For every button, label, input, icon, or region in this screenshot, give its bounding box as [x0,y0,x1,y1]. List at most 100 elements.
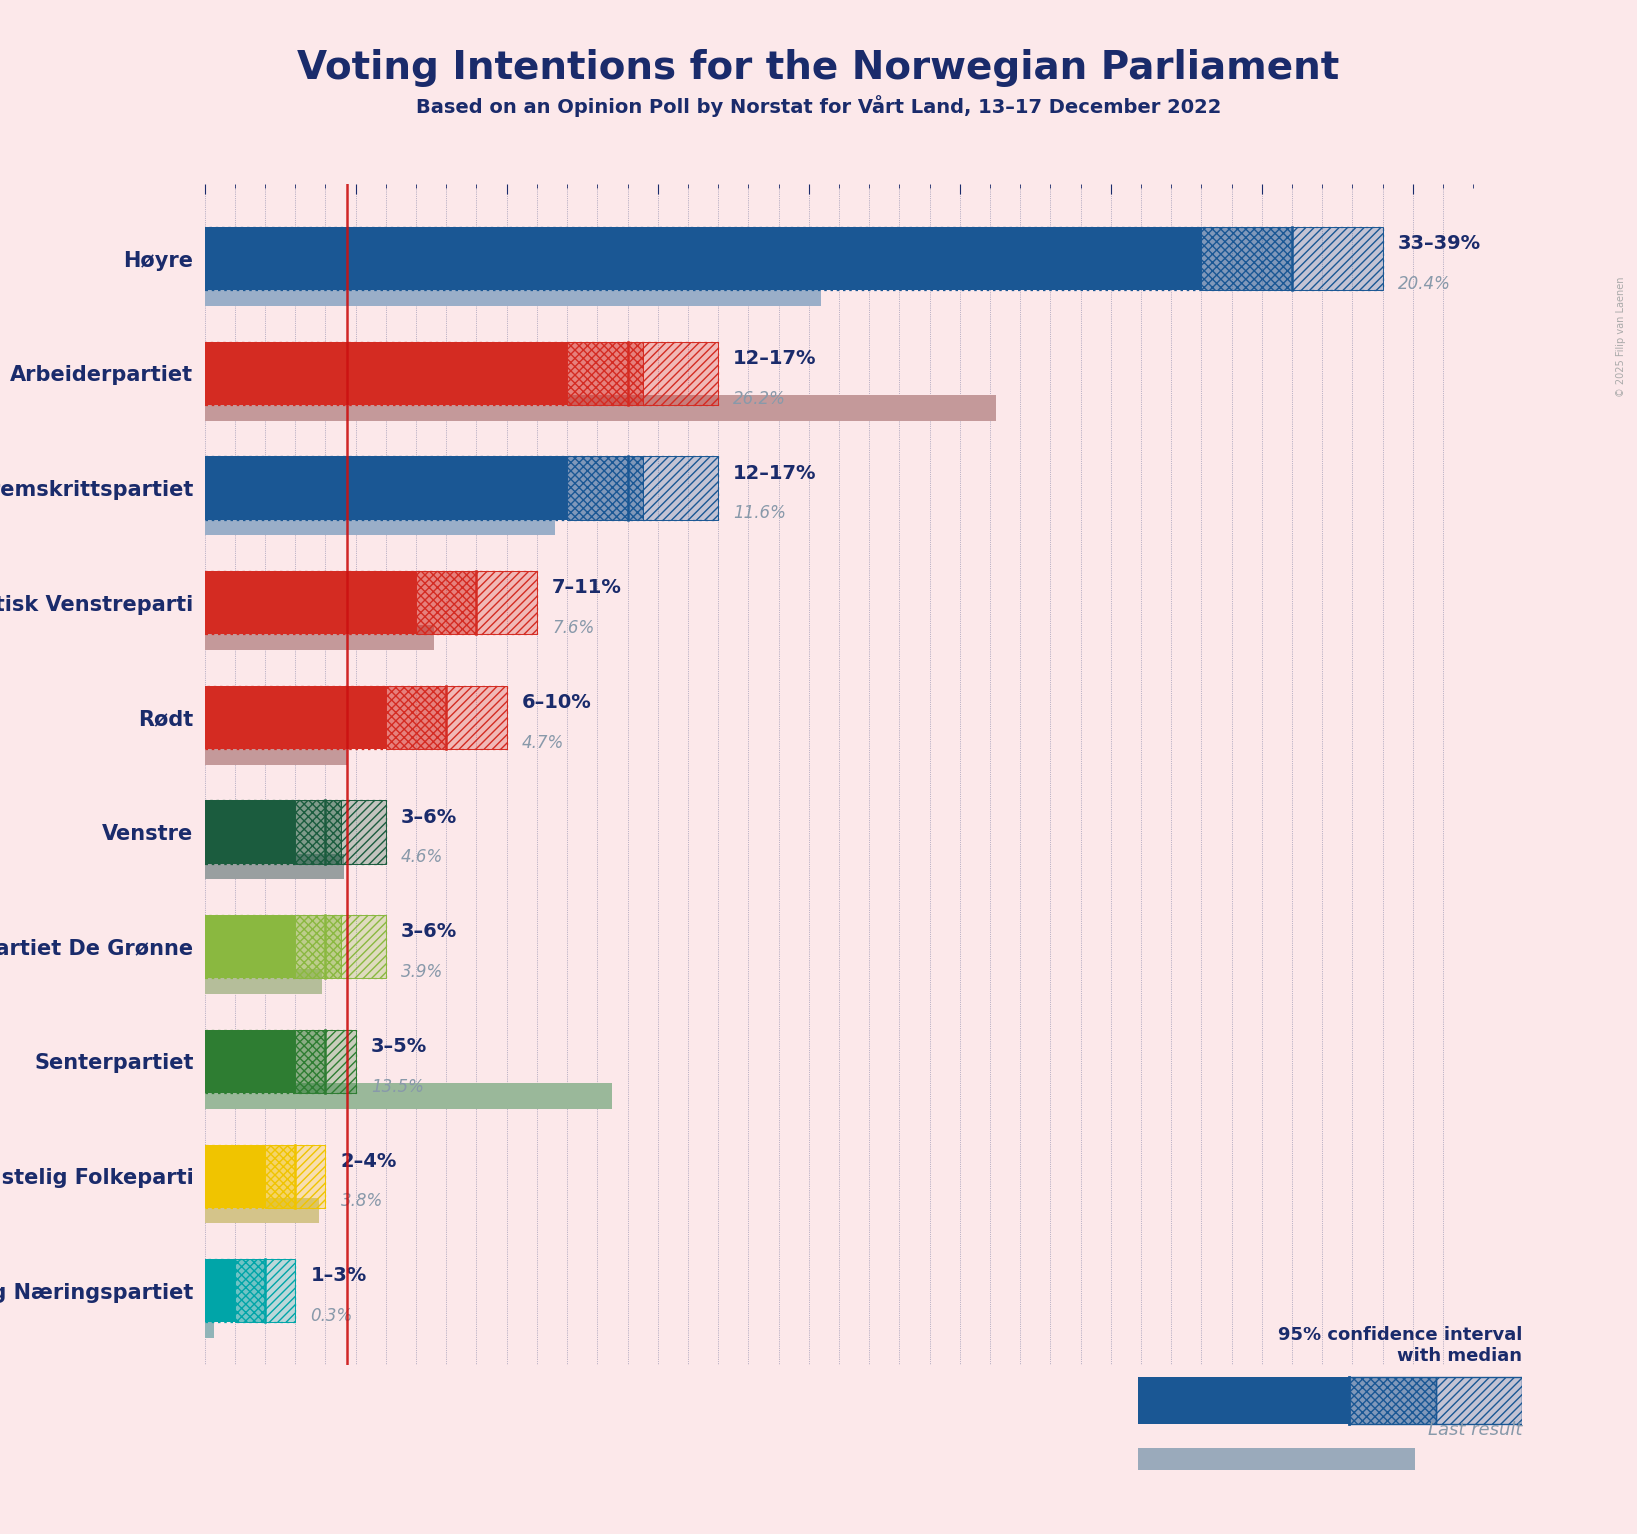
Bar [476,571,537,634]
Bar [295,801,340,864]
Bar [566,457,643,520]
Bar [205,1144,265,1207]
Bar [416,571,476,634]
Text: 0.3%: 0.3% [311,1307,352,1325]
Bar [326,1029,355,1092]
Bar [643,457,719,520]
Bar [205,916,295,979]
Bar [265,1144,295,1207]
Text: 11.6%: 11.6% [733,505,786,522]
Text: 20.4%: 20.4% [1398,275,1450,293]
Bar [1436,1378,1522,1424]
Bar [205,227,1202,290]
Bar [205,342,566,405]
Bar [205,969,322,994]
Bar [205,624,434,650]
Bar [205,1029,355,1092]
Text: 95% confidence interval
with median: 95% confidence interval with median [1278,1327,1522,1365]
Bar [205,1029,295,1092]
Bar [205,801,295,864]
Bar [1138,1448,1414,1470]
Bar [386,686,447,749]
Bar [643,342,719,405]
Bar [1436,1378,1522,1424]
Bar [205,227,1383,290]
Text: 26.2%: 26.2% [733,390,786,408]
Bar [205,1259,234,1322]
Bar [205,396,995,420]
Bar [326,1029,355,1092]
Bar [1292,227,1383,290]
Bar [205,801,386,864]
Bar [205,571,416,634]
Bar [295,1144,326,1207]
Bar [1349,1378,1436,1424]
Bar [205,739,347,764]
Bar [205,342,719,405]
Text: 7.6%: 7.6% [552,618,594,637]
Bar [476,571,537,634]
Bar [205,1313,214,1338]
Bar [643,342,719,405]
Text: 13.5%: 13.5% [370,1077,424,1095]
Text: 3–6%: 3–6% [401,807,457,827]
Bar [447,686,507,749]
Text: 1–3%: 1–3% [311,1266,367,1285]
Text: 3.8%: 3.8% [340,1192,383,1210]
Text: 4.7%: 4.7% [522,733,565,752]
Text: 4.6%: 4.6% [401,848,444,867]
Bar [205,509,555,535]
Bar [643,457,719,520]
Text: Voting Intentions for the Norwegian Parliament: Voting Intentions for the Norwegian Parl… [298,49,1339,87]
Bar [295,916,340,979]
Text: 3–6%: 3–6% [401,922,457,942]
Bar [1138,1378,1349,1424]
Bar [205,571,537,634]
Bar [295,1144,326,1207]
Bar [416,571,476,634]
Text: Based on an Opinion Poll by Norstat for Vårt Land, 13–17 December 2022: Based on an Opinion Poll by Norstat for … [416,95,1221,117]
Text: © 2025 Filip van Laenen: © 2025 Filip van Laenen [1616,276,1626,397]
Text: Last result: Last result [1427,1420,1522,1439]
Bar [1292,227,1383,290]
Bar [205,457,719,520]
Bar [340,916,386,979]
Bar [295,1029,326,1092]
Bar [295,801,340,864]
Bar [386,686,447,749]
Bar [205,1083,612,1109]
Bar [205,1198,319,1223]
Bar [295,916,340,979]
Bar [234,1259,265,1322]
Text: 6–10%: 6–10% [522,693,591,712]
Bar [205,686,507,749]
Bar [205,854,344,879]
Text: 12–17%: 12–17% [733,463,817,483]
Bar [566,457,643,520]
Bar [340,916,386,979]
Bar [265,1259,295,1322]
Bar [1202,227,1292,290]
Text: 7–11%: 7–11% [552,578,622,597]
Bar [205,916,386,979]
Bar [205,1259,295,1322]
Bar [566,342,643,405]
Bar [340,801,386,864]
Bar [265,1144,295,1207]
Bar [265,1259,295,1322]
Bar [234,1259,265,1322]
Bar [295,1029,326,1092]
Bar [205,457,566,520]
Text: 33–39%: 33–39% [1398,235,1481,253]
Text: 12–17%: 12–17% [733,348,817,368]
Text: 3–5%: 3–5% [370,1037,427,1055]
Bar [205,1144,326,1207]
Bar [205,686,386,749]
Bar [1349,1378,1436,1424]
Bar [205,281,820,305]
Text: 2–4%: 2–4% [340,1152,396,1170]
Bar [340,801,386,864]
Bar [566,342,643,405]
Text: 3.9%: 3.9% [401,963,444,980]
Bar [1202,227,1292,290]
